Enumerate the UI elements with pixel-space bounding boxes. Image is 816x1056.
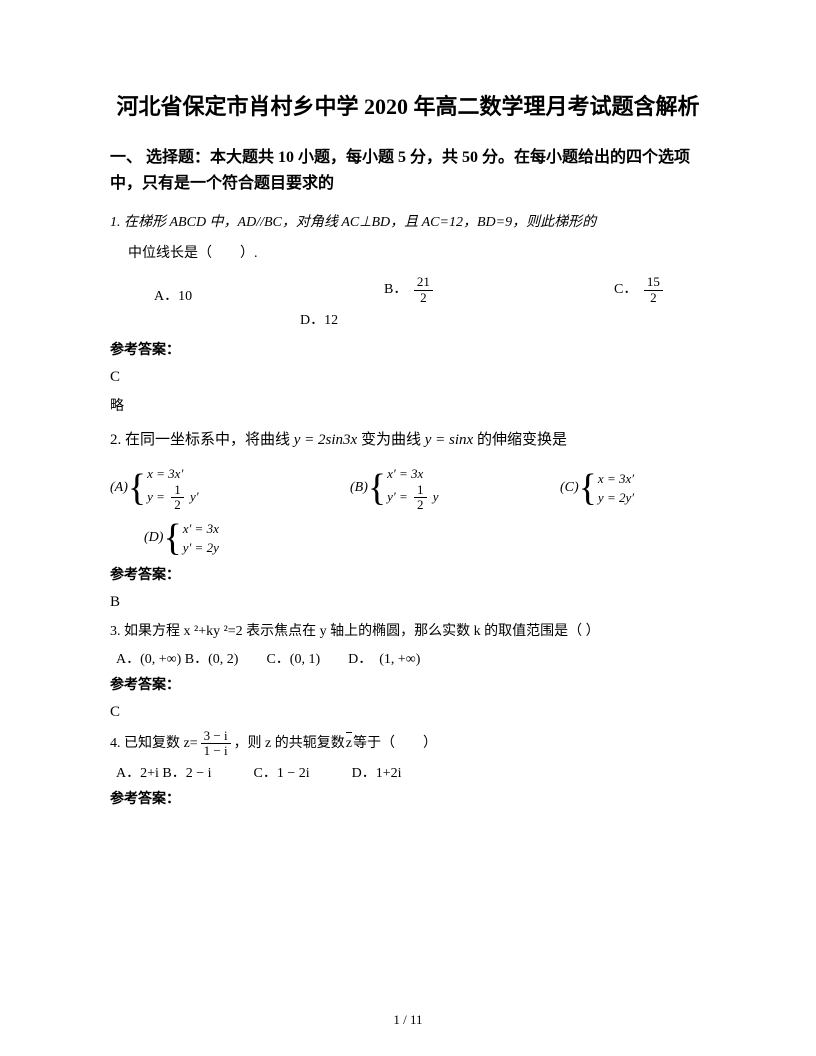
- section-header: 一、 选择题：本大题共 10 小题，每小题 5 分，共 50 分。在每小题给出的…: [110, 145, 706, 196]
- q2-answer-label: 参考答案：: [110, 564, 706, 584]
- q2-opt-c: (C) { x = 3x′ y = 2y′: [560, 469, 634, 508]
- q2-answer: B: [110, 594, 706, 611]
- brace-icon: { x′ = 3x y′ = 12 y: [368, 464, 439, 513]
- q2-opt-b: (B) { x′ = 3x y′ = 12 y: [350, 464, 560, 513]
- equation-icon: y = 2sin3x: [294, 432, 357, 448]
- q1-opt-d: D．12: [110, 309, 706, 329]
- brace-icon: { x′ = 3x y′ = 2y: [163, 519, 218, 558]
- q2-options-row1: (A) { x = 3x′ y = 12 y′ (B) { x′ = 3x y′…: [110, 464, 706, 513]
- conjugate-icon: z: [345, 731, 353, 756]
- fraction-icon: 15 2: [644, 275, 663, 305]
- q4-text: 4. 已知复数 z= 3 − i 1 − i ，则 z 的共轭复数 z 等于（ …: [110, 729, 706, 759]
- q1-note: 略: [110, 394, 706, 421]
- q1-opt-c: C． 15 2: [614, 275, 694, 305]
- q3-answer: C: [110, 704, 706, 721]
- q3-answer-label: 参考答案：: [110, 674, 706, 694]
- q1-opt-a: A．10: [154, 285, 384, 305]
- fraction-icon: 21 2: [414, 275, 433, 305]
- brace-icon: { x = 3x′ y = 12 y′: [128, 464, 199, 513]
- q1-opt-b: B． 21 2: [384, 275, 614, 305]
- page-footer: 1 / 11: [0, 1012, 816, 1028]
- q2-text: 2. 在同一坐标系中，将曲线 y = 2sin3x 变为曲线 y = sinx …: [110, 427, 706, 454]
- brace-icon: { x = 3x′ y = 2y′: [579, 469, 634, 508]
- q3-text: 3. 如果方程 x ²+ky ²=2 表示焦点在 y 轴上的椭圆，那么实数 k …: [110, 619, 706, 644]
- q2-opt-d: (D) { x′ = 3x y′ = 2y: [110, 519, 706, 558]
- fraction-icon: 3 − i 1 − i: [201, 729, 231, 759]
- q3-options: A．(0, +∞) B．(0, 2) C．(0, 1) D． (1, +∞): [110, 648, 706, 668]
- q4-options: A．2+i B．2 − i C．1 − 2i D．1+2i: [110, 762, 706, 782]
- q2-opt-a: (A) { x = 3x′ y = 12 y′: [110, 464, 350, 513]
- equation-icon: y = sinx: [425, 432, 473, 448]
- page-title: 河北省保定市肖村乡中学 2020 年高二数学理月考试题含解析: [110, 90, 706, 123]
- q4-answer-label: 参考答案：: [110, 788, 706, 808]
- q1-line2: 中位线长是（ ）.: [110, 241, 706, 268]
- q1-answer: C: [110, 369, 706, 386]
- q1-line1: 1. 在梯形 ABCD 中，AD//BC，对角线 AC⊥BD，且 AC=12，B…: [110, 210, 706, 237]
- q1-options-row: A．10 B． 21 2 C． 15 2: [110, 275, 706, 305]
- q1-answer-label: 参考答案：: [110, 339, 706, 359]
